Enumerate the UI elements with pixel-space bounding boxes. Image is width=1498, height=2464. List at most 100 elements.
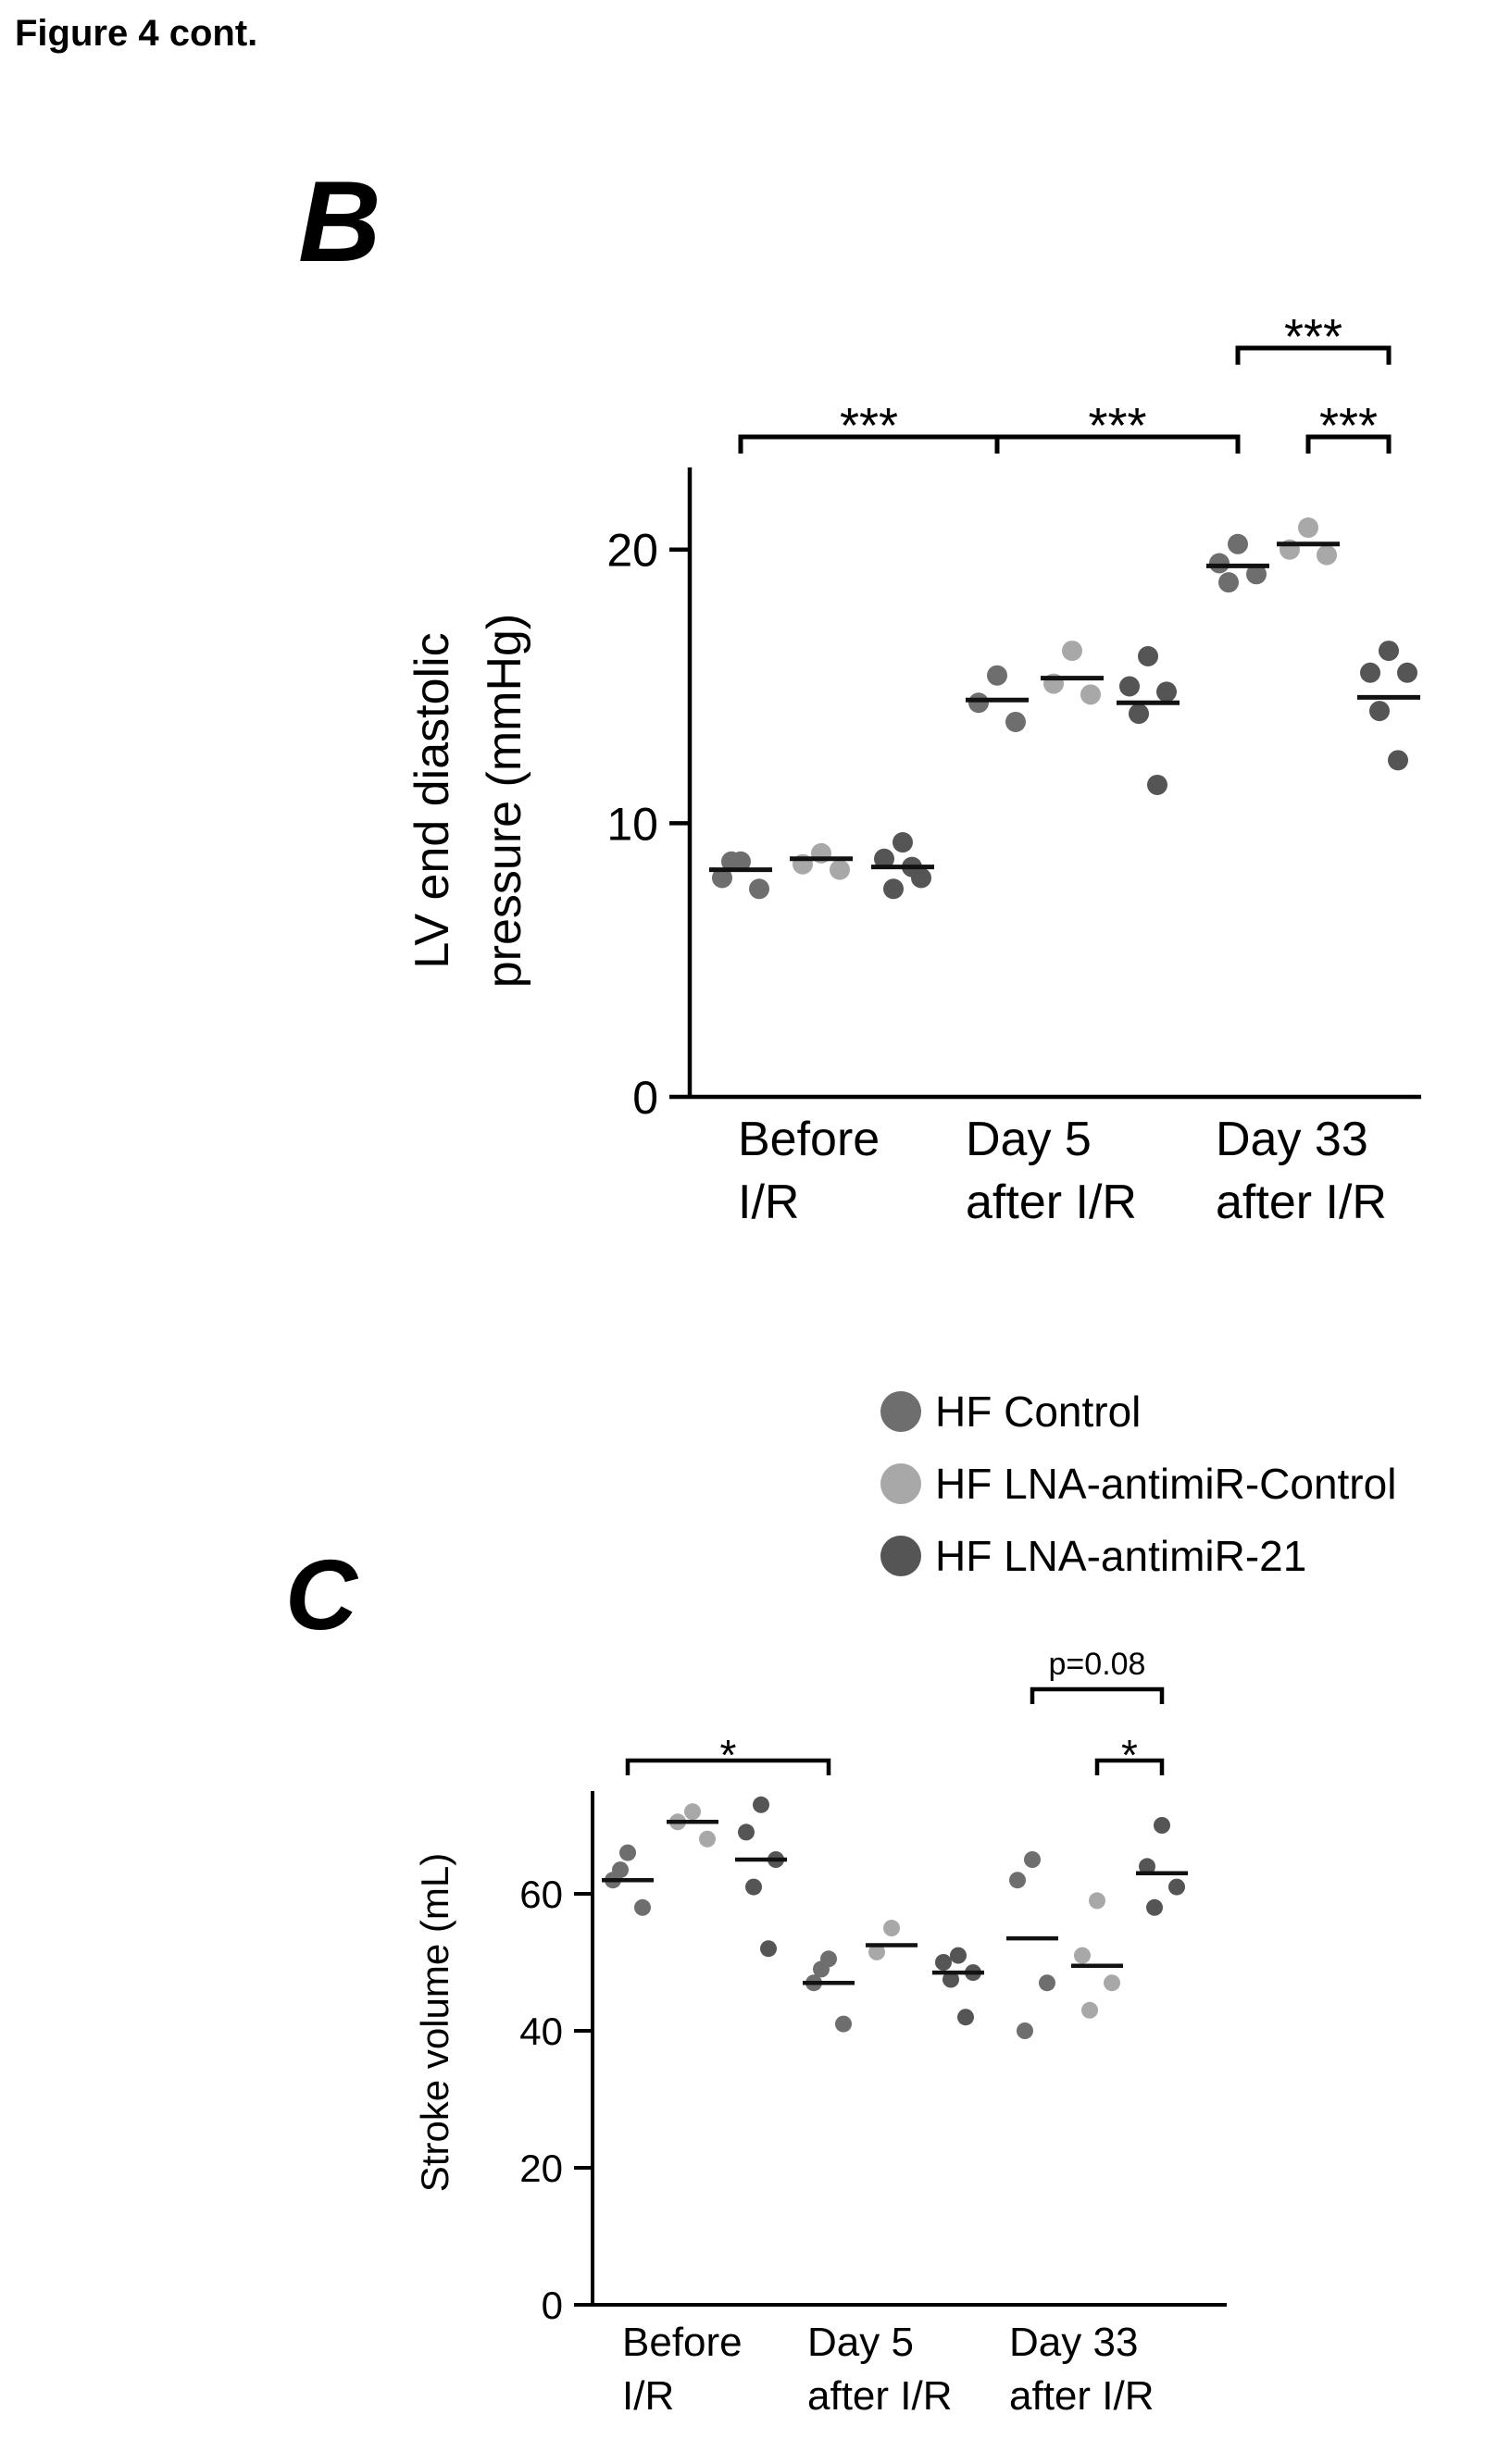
point-g2-s1-1 [987,665,1007,686]
point-g2-s2-2 [868,1943,885,1960]
significance-label-2: * [1121,1731,1138,1779]
point-g3-s3-4 [1369,701,1390,722]
point-g1-s3-2 [738,1823,755,1841]
significance-label-1: *** [840,398,898,454]
group-2-label-line-2: after I/R [807,2373,953,2419]
point-g1-s1-3 [634,1898,651,1916]
y-tick-label-0: 0 [542,2284,563,2327]
point-g1-s3-5 [760,1940,777,1958]
group-1-label-line-1: Before [622,2320,743,2365]
legend: HF Control HF LNA-antimiR-Control HF LNA-a… [880,1388,1396,1580]
point-g2-s3-5 [1147,774,1167,795]
point-g1-s3-1 [753,1796,769,1813]
point-g1-s3-4 [883,878,904,900]
point-g1-s2-3 [830,859,850,880]
group-3-label-line-2: after I/R [1009,2373,1155,2419]
point-g2-s3-4 [1129,703,1149,725]
point-g3-s3-1 [1379,641,1399,662]
group-1-label-line-2: I/R [622,2373,674,2419]
significance-label-1: * [720,1731,737,1779]
significance-bracket-2 [994,434,1241,454]
significance-label-3: p=0.08 [1049,1647,1146,1682]
significance-bracket-4 [1235,345,1392,365]
point-g3-s3-3 [1397,662,1417,683]
legend-marker-1 [880,1391,921,1432]
group-1-label-line-2: I/R [738,1176,799,1229]
point-g1-s1-4 [721,851,742,872]
group-2-label-line-2: after I/R [966,1176,1137,1229]
y-axis-label-line-1: Stroke volume (mL) [413,1853,456,2192]
point-g2-s3-2 [935,1954,952,1971]
significance-bracket-1 [625,1758,831,1775]
point-g3-s1-2 [1009,1872,1026,1889]
y-tick-label-40: 40 [519,2010,563,2053]
group-3-label-line-1: Day 33 [1009,2320,1138,2365]
point-g3-s2-1 [1089,1892,1105,1910]
point-g2-s1-3 [835,2015,852,2033]
y-axis-label-line-2: pressure (mmHg) [478,614,531,989]
point-g1-s3-4 [745,1878,762,1896]
point-g3-s1-3 [1246,564,1267,585]
point-g3-s3-2 [1139,1858,1155,1875]
y-tick-label-20: 20 [519,2147,563,2190]
panel-b-label: B [298,158,381,286]
figure-title: Figure 4 cont. [15,13,258,54]
point-g2-s1-4 [813,1960,830,1978]
point-g3-s1-1 [1024,1851,1041,1868]
point-g3-s3-2 [1360,662,1380,683]
point-g3-s3-1 [1154,1817,1170,1834]
point-g3-s3-3 [1168,1878,1185,1896]
group-3-label-line-1: Day 33 [1216,1113,1368,1166]
point-g1-s3-2 [874,848,894,869]
point-g1-s1-2 [712,867,732,889]
point-g3-s2-3 [1104,1974,1120,1992]
point-g3-s1-4 [1218,572,1239,593]
group-2-label-line-1: Day 5 [807,2320,914,2365]
point-g2-s3-1 [1138,646,1158,666]
group-2-label-line-1: Day 5 [966,1113,1092,1166]
y-tick-label-20: 20 [606,525,658,577]
point-g3-s1-2 [1209,553,1230,574]
point-g2-s3-1 [950,1947,967,1964]
point-g1-s1-4 [612,1861,629,1879]
y-tick-label-60: 60 [519,1873,563,1916]
significance-bracket-2 [1094,1758,1165,1775]
group-1-label-line-1: Before [738,1113,880,1166]
point-g1-s2-3 [699,1830,716,1848]
point-g3-s1-4 [1017,2022,1033,2039]
y-tick-label-0: 0 [632,1072,658,1124]
point-g3-s2-4 [1081,2001,1098,2019]
legend-marker-2 [880,1463,921,1504]
point-g2-s3-3 [1156,681,1177,703]
significance-bracket-3 [1030,1686,1165,1704]
y-axis-label-line-1: LV end diastolic [406,632,459,968]
point-g3-s2-1 [1298,517,1318,539]
point-g2-s3-2 [1119,676,1140,697]
legend-label-2: HF LNA-antimiR-Control [935,1460,1396,1508]
chart-b: 0 10 20 LV end diastolic pressure (mmHg) Befo… [406,309,1421,1229]
significance-bracket-3 [1305,434,1392,454]
chart-c: 0 20 40 60 Stroke volume (mL) Before I/R Day 5 a… [413,1647,1227,2419]
point-g2-s3-5 [957,2009,974,2026]
point-g3-s1-3 [1039,1974,1055,1992]
panel-c-label: C [285,1538,359,1650]
point-g3-s3-5 [1388,750,1408,771]
legend-label-3: HF LNA-antimiR-21 [935,1532,1306,1580]
point-g2-s1-3 [1005,711,1026,732]
y-tick-label-10: 10 [606,798,658,850]
point-g3-s3-4 [1146,1898,1163,1916]
legend-marker-3 [880,1536,921,1576]
point-g3-s1-1 [1228,533,1248,554]
point-g2-s2-1 [1062,641,1082,662]
point-g1-s2-1 [684,1803,701,1821]
point-g1-s1-3 [749,878,769,900]
point-g1-s3-1 [893,832,913,853]
significance-label-3: *** [1319,398,1378,454]
significance-label-2: *** [1088,398,1146,454]
significance-label-4: *** [1284,309,1342,365]
point-g1-s1-1 [619,1844,636,1861]
point-g2-s2-3 [1080,684,1101,705]
point-g2-s2-1 [883,1920,900,1936]
point-g2-s1-2 [968,692,989,714]
point-g3-s2-3 [1317,544,1337,566]
